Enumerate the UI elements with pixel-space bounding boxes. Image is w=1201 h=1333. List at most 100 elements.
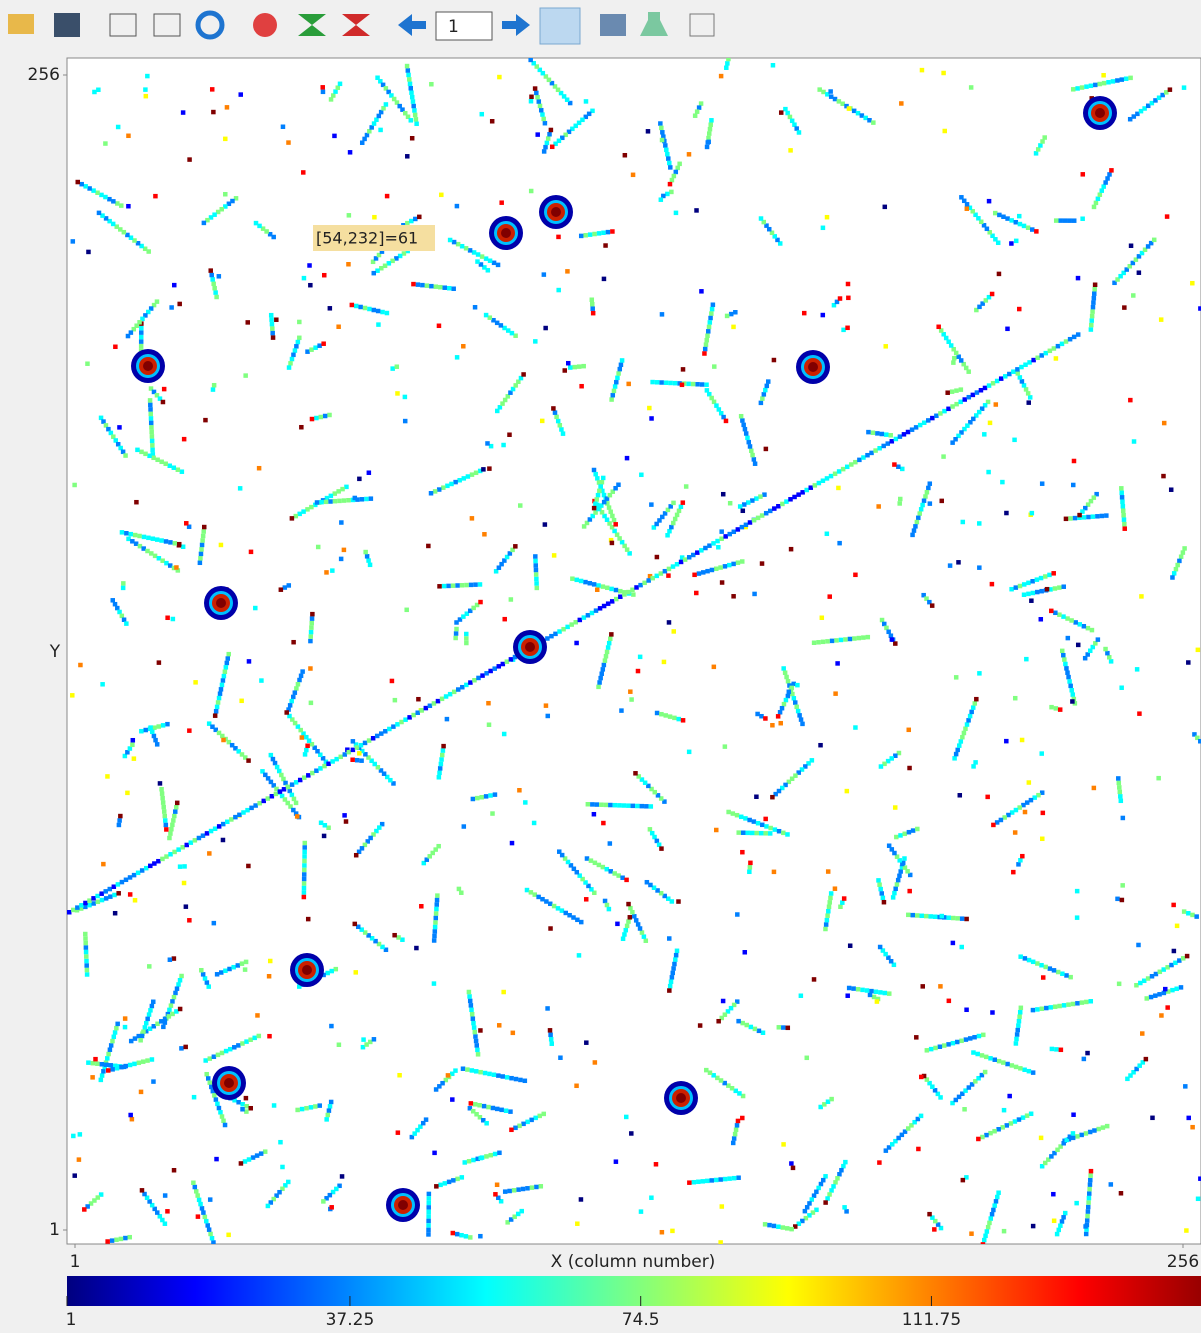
pixel [532,86,538,91]
pixel [187,918,192,923]
pixel [273,791,279,797]
pixel [223,204,228,209]
pixel [1087,648,1093,654]
pixel [179,973,184,979]
pixel [1057,585,1062,590]
pixel [764,383,770,389]
auto-button[interactable] [539,7,581,45]
pixel [337,1183,342,1189]
pixel [155,457,160,463]
pixel [916,515,921,521]
pixel [824,531,830,537]
pixel [1068,516,1073,521]
pixel [747,444,753,449]
split-button[interactable] [153,13,181,37]
pixel [651,885,657,890]
pixel [1022,809,1028,815]
pixel [933,1218,938,1224]
open-button[interactable] [8,14,34,34]
pixel [654,521,659,527]
pixel [217,691,223,696]
pixel [455,583,460,588]
pixel [1009,241,1014,246]
pixel [1115,277,1120,282]
pixel [407,77,412,82]
frame-spinner[interactable] [435,11,493,41]
pixel [892,462,897,467]
3d-button[interactable] [689,13,715,37]
pixel [302,863,307,868]
next-button[interactable] [502,14,530,36]
pixel [517,788,522,793]
pixel [594,587,600,592]
pixel [238,1161,244,1166]
pixel [1047,572,1052,578]
pixel [1005,216,1010,221]
grid-button[interactable] [109,13,137,37]
pixel [210,277,215,282]
pixel [950,1100,955,1106]
pixel [536,99,542,104]
prev-button[interactable] [398,14,426,36]
pixel [986,383,992,388]
pixel [139,728,144,734]
pixel [770,794,775,800]
pixel [236,1099,241,1105]
pixel [900,861,905,867]
min-button[interactable] [298,14,326,36]
pixel [1128,75,1133,81]
pixel [704,382,709,387]
pixel [596,862,602,868]
pixel [919,1074,924,1080]
pixel [131,326,137,332]
pixel [1116,780,1122,786]
pixel [912,1119,917,1125]
pixel [451,286,456,291]
pixel [886,843,892,848]
pixel [989,581,995,587]
pixel [201,1210,206,1215]
pixel [612,384,618,389]
pixel [244,1103,249,1109]
pixel [660,514,665,520]
pixel [1012,437,1017,443]
pixel [309,347,314,352]
pixel [497,405,503,410]
pixel [609,540,615,546]
pixel [780,1225,786,1230]
pixel [293,811,299,816]
pixel [1075,642,1081,648]
pixel [295,681,301,687]
pixel [115,882,121,887]
pixel [218,687,224,692]
refresh-button[interactable] [195,10,225,40]
pixel [109,1238,115,1243]
pixel [433,915,439,921]
pixel [968,85,974,90]
pixel [272,760,278,766]
export-button[interactable] [600,14,626,36]
pixel [472,678,477,683]
pixel [199,547,204,552]
pixel [589,297,595,302]
save-button[interactable] [54,13,80,37]
pixel [383,102,389,107]
pixel [800,1218,805,1224]
pixel [521,372,526,377]
colormap-button[interactable] [253,13,277,37]
pixel [747,817,752,823]
pixel [151,302,157,308]
pixel [477,582,483,587]
pixel [600,584,606,589]
pixel [992,210,998,216]
pixel [225,656,231,661]
flask-button[interactable] [640,12,668,36]
max-button[interactable] [342,14,370,36]
pixel [995,240,1001,246]
pixel [543,144,548,150]
pixel [670,1228,675,1234]
pixel [1159,1013,1164,1018]
pixel [679,382,685,388]
pixel [291,639,296,645]
pixel [205,217,210,223]
